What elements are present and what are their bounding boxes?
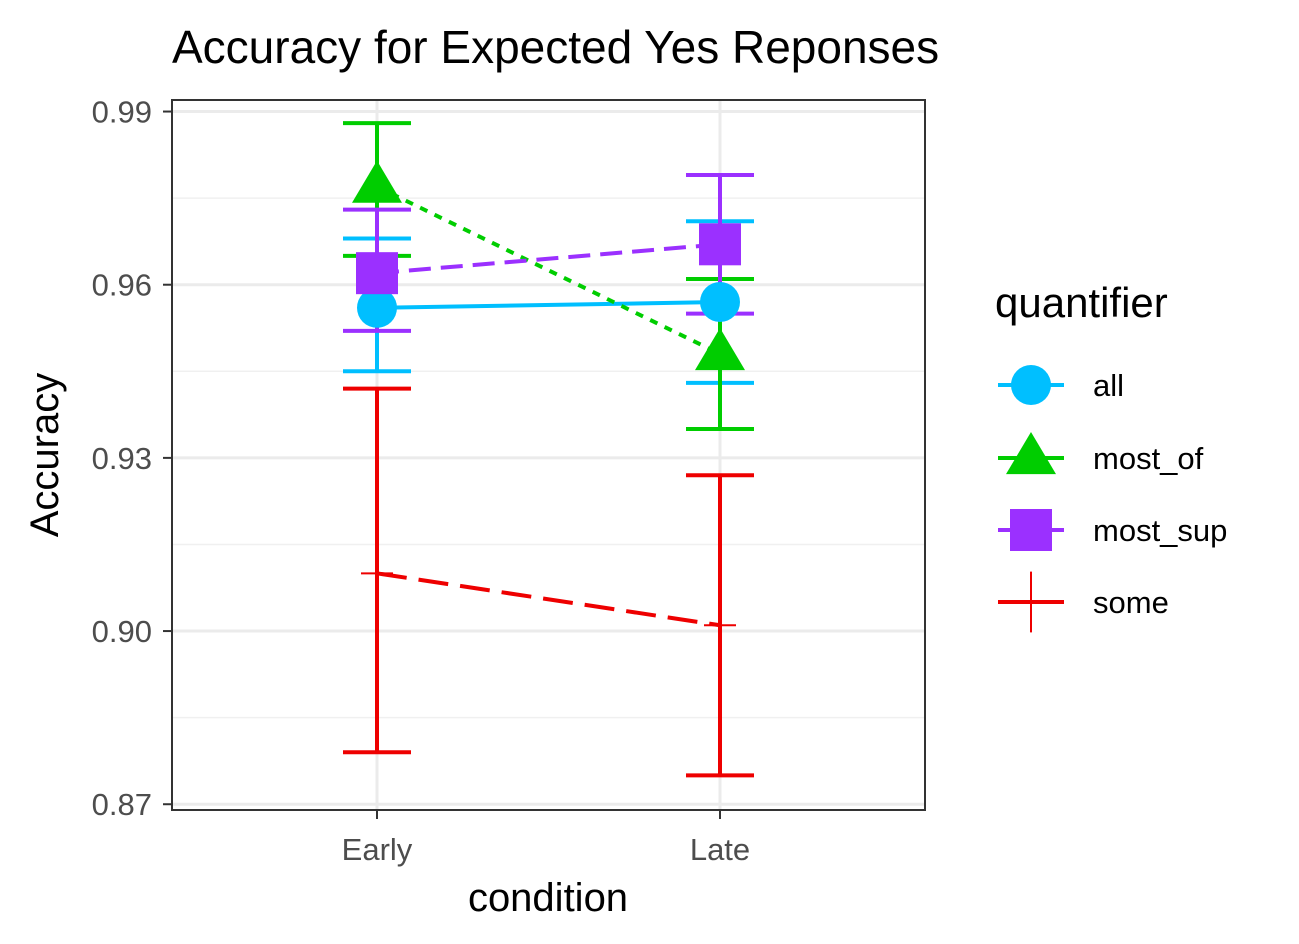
grid-major (172, 100, 925, 810)
data-point-most_of (695, 327, 745, 371)
plot-panel (171, 99, 926, 811)
data-point-some (704, 609, 736, 642)
series-line-some (376, 571, 721, 628)
legend-item-most_of: most_of (998, 432, 1204, 476)
data-point-most_sup (699, 223, 741, 266)
y-tick-label: 0.90 (92, 614, 152, 649)
series-some (343, 386, 754, 778)
points-most_sup (356, 223, 741, 295)
legend-item-most_sup: most_sup (998, 509, 1227, 551)
points-some (361, 557, 736, 642)
legend-key-square-icon (1010, 509, 1052, 551)
legend-label: most_of (1093, 441, 1204, 476)
y-tick-label: 0.96 (92, 268, 152, 303)
points-all (357, 282, 740, 328)
legend-key-circle-icon (1011, 365, 1051, 405)
y-tick-label: 0.87 (92, 787, 152, 822)
data-point-some (361, 557, 393, 590)
plot-border (171, 99, 926, 811)
chart-title: Accuracy for Expected Yes Reponses (172, 21, 939, 73)
x-axis: Early Late (342, 810, 750, 867)
series-line-all (376, 300, 721, 310)
legend-label: most_sup (1093, 513, 1227, 548)
series-all (343, 219, 754, 385)
series-layer (343, 121, 754, 778)
legend-title: quantifier (995, 279, 1168, 326)
y-axis: 0.87 0.90 0.93 0.96 0.99 (92, 95, 172, 822)
data-point-most_of (352, 160, 402, 203)
legend-item-some: some (998, 571, 1169, 633)
legend-item-all: all (998, 365, 1124, 405)
legend-label: some (1093, 585, 1169, 620)
data-point-most_sup (356, 252, 398, 295)
data-point-all (357, 287, 397, 328)
x-tick-label: Late (690, 832, 750, 867)
series-line-most_sup (376, 242, 721, 276)
x-axis-title: condition (468, 876, 628, 920)
legend-key-plus-icon (1000, 571, 1062, 633)
legend-key-triangle-icon (1006, 432, 1056, 475)
grid-minor (172, 197, 925, 719)
y-tick-label: 0.99 (92, 95, 152, 130)
points-most_of (352, 160, 745, 371)
legend-label: all (1093, 368, 1124, 403)
y-axis-title: Accuracy (23, 373, 67, 538)
x-tick-label: Early (342, 832, 413, 867)
y-tick-label: 0.93 (92, 441, 152, 476)
data-point-all (700, 282, 740, 323)
